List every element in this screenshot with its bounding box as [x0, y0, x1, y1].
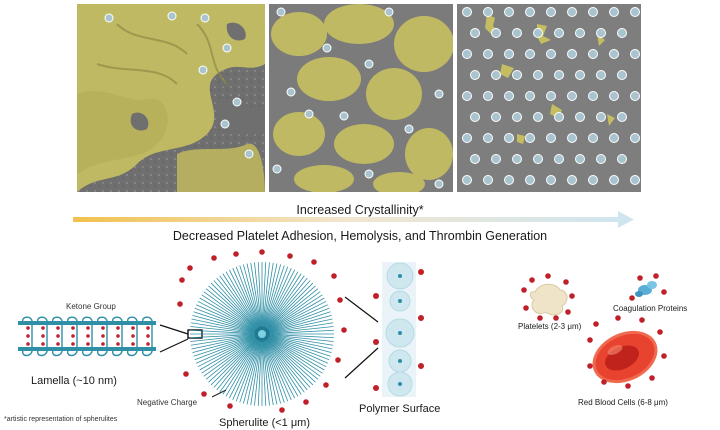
platelet-illustration [529, 283, 568, 316]
sem-panel-high-crystallinity [457, 4, 641, 192]
coagulation-protein-illustration [635, 281, 657, 297]
red-blood-cell-illustration [592, 330, 658, 384]
zoom-connector-lamella [159, 324, 203, 353]
negative-charge-label: Negative Charge [137, 398, 198, 407]
crystallinity-label: Increased Crystallinity* [296, 203, 424, 217]
polymer-surface-diagram [373, 262, 424, 397]
spherulite-label: Spherulite (<1 μm) [219, 417, 311, 429]
ketone-group-label: Ketone Group [66, 302, 116, 311]
crystallinity-arrow [73, 211, 634, 228]
lamella-diagram [18, 316, 156, 357]
negative-charge-pointer [211, 389, 227, 398]
coagulation-proteins-label: Coagulation Proteins [613, 304, 688, 313]
polymer-surface-label: Polymer Surface [359, 403, 441, 415]
footnote: *artistic representation of spherulites [4, 416, 118, 423]
subtitle: Decreased Platelet Adhesion, Hemolysis, … [172, 229, 548, 243]
sem-panel-low-crystallinity [77, 4, 265, 192]
lamella-label: Lamella (~10 nm) [31, 375, 117, 387]
sem-panel-medium-crystallinity [269, 4, 453, 192]
red-blood-cells-label: Red Blood Cells (6-8 μm) [578, 398, 668, 407]
spherulite-diagram [190, 262, 334, 406]
platelets-label: Platelets (2-3 μm) [518, 322, 582, 331]
